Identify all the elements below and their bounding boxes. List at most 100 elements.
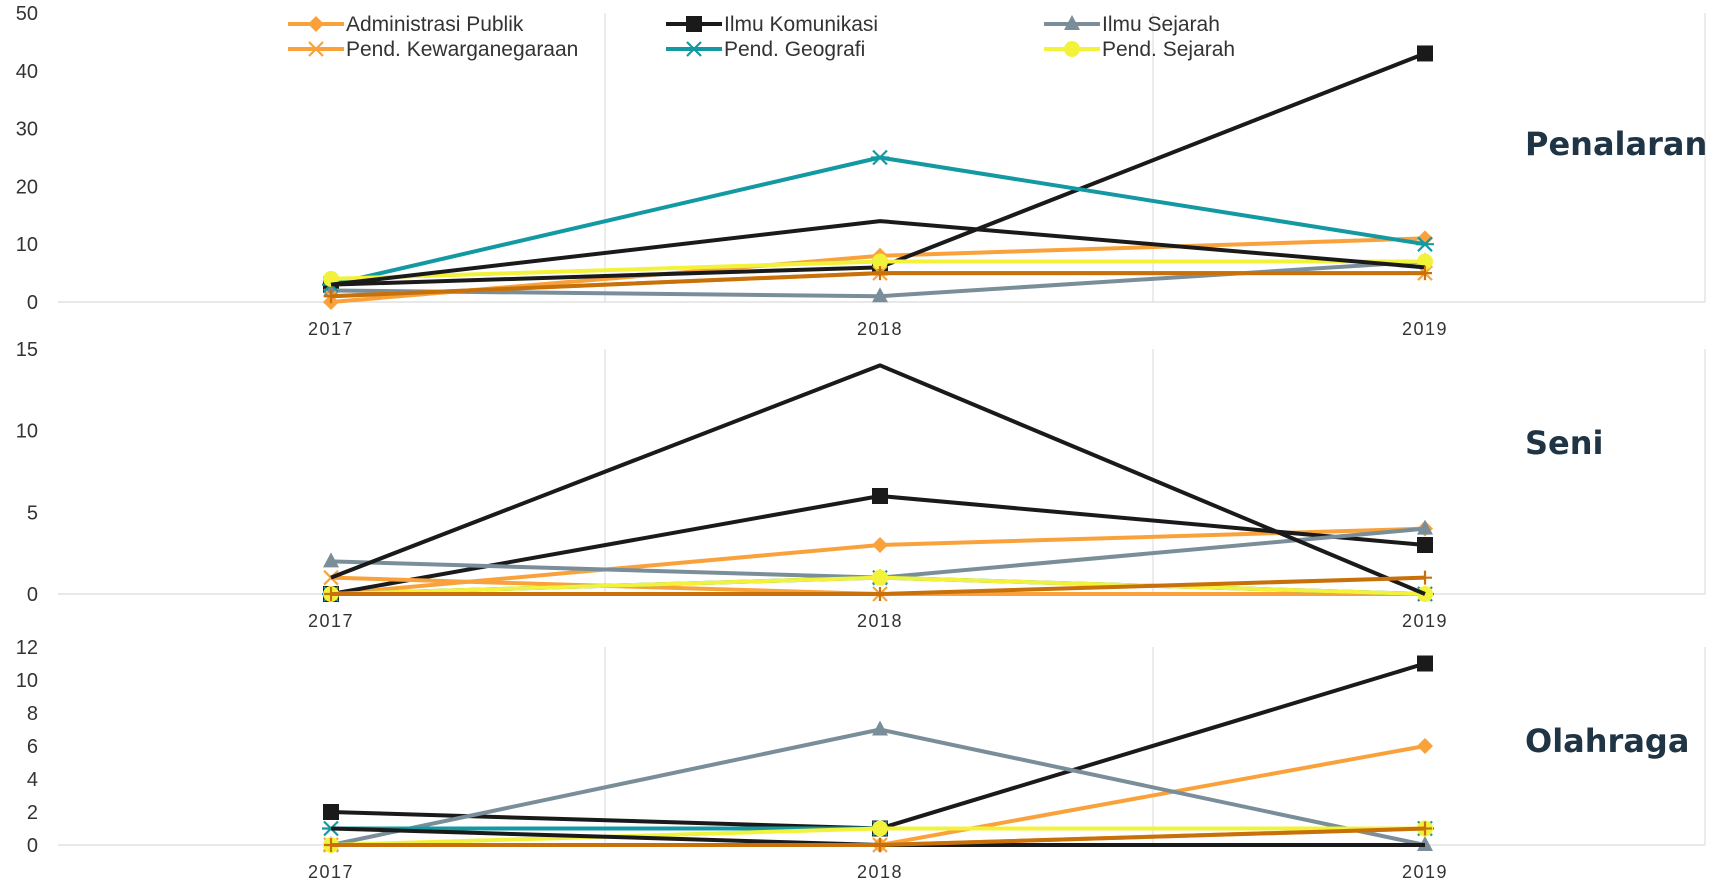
panel-1-series-7-point-0-shape bbox=[324, 587, 338, 601]
panel-2-series-7-point-0-shape bbox=[324, 838, 338, 852]
panel-2-series-7-point-1 bbox=[873, 838, 887, 852]
panel-0-series-7-point-1-shape bbox=[873, 266, 887, 281]
panel-0-x-tick-1: 2018 bbox=[857, 319, 903, 339]
legend: Administrasi Publik Ilmu Komunikasi Ilmu S… bbox=[288, 13, 1235, 61]
panel-2-series-7-point-2-shape bbox=[1418, 821, 1432, 836]
legend-label-3: Pend. Kewarganegaraan bbox=[346, 38, 578, 61]
panel-1-series-1-point-2-shape bbox=[1417, 537, 1433, 553]
panel-0-series-7-point-0-shape bbox=[324, 289, 338, 304]
panel-0-series-7-point-2 bbox=[1418, 266, 1432, 281]
panel-1-series-3-point-0 bbox=[323, 569, 339, 586]
legend-marker-4 bbox=[685, 41, 703, 57]
panel-0-series-5-point-1 bbox=[872, 253, 888, 270]
panel-2-y-tick-0: 0 bbox=[27, 835, 38, 857]
panel-1-x-tick-2: 2019 bbox=[1402, 611, 1448, 631]
panel-1-series-1-point-1 bbox=[872, 488, 888, 504]
panel-1-series-7-point-1-shape bbox=[873, 587, 887, 601]
legend-marker-3-shape bbox=[308, 41, 324, 57]
panel-0-series-4-point-1 bbox=[871, 149, 889, 166]
panel-1-series-7-point-1 bbox=[873, 587, 887, 601]
panel-2-series-0-point-2 bbox=[1417, 738, 1433, 754]
panel-2-series-0-point-2-shape bbox=[1417, 738, 1433, 754]
panel-2-y-tick-2: 4 bbox=[27, 769, 38, 791]
panel-2-series-1-point-2 bbox=[1417, 655, 1433, 672]
panel-0-series-5-point-1-shape bbox=[872, 253, 888, 270]
legend-marker-2 bbox=[1064, 15, 1080, 30]
panel-2-series-7-point-1-shape bbox=[873, 838, 887, 852]
panel-2-series-2-point-1-shape bbox=[872, 720, 888, 736]
panel-0-series-4-point-1-shape bbox=[871, 149, 889, 166]
panel-2-y-tick-3: 6 bbox=[27, 736, 38, 758]
panel-2-series-7-point-0 bbox=[324, 838, 338, 852]
panel-1-y-tick-1: 5 bbox=[27, 502, 38, 524]
legend-marker-1-shape bbox=[686, 16, 702, 32]
legend-label-4: Pend. Geografi bbox=[724, 38, 865, 61]
panel-1-series-7-point-2-shape bbox=[1418, 570, 1432, 585]
panel-1-series-line-6 bbox=[330, 363, 1426, 596]
panel-0-title: Penalaran bbox=[1525, 125, 1707, 163]
panel-1-series-3-point-0-shape bbox=[323, 569, 339, 586]
legend-marker-2-shape bbox=[1064, 15, 1080, 30]
panel-0-y-tick-3: 30 bbox=[16, 119, 38, 141]
legend-marker-3 bbox=[308, 41, 324, 57]
panel-0: 0 10 20 30 40 50 2017 2018 2019 Penalaran bbox=[16, 3, 1708, 339]
panel-0-series-7-point-2-shape bbox=[1418, 266, 1432, 281]
panel-1: 0 5 10 15 2017 2018 2019 Seni bbox=[16, 339, 1706, 631]
legend-marker-5-shape bbox=[1064, 41, 1080, 57]
panel-1-series-1-point-1-shape bbox=[872, 488, 888, 504]
legend-label-5: Pend. Sejarah bbox=[1102, 38, 1235, 61]
panel-0-series-4-point-2 bbox=[1416, 236, 1434, 252]
panel-2-x-tick-1: 2018 bbox=[857, 862, 903, 881]
panel-2: 0 2 4 6 8 10 12 2017 2018 2019 Olahraga bbox=[16, 637, 1706, 881]
panel-2-series-7-point-2 bbox=[1418, 821, 1432, 836]
panel-2-series-1-point-0-shape bbox=[323, 804, 339, 820]
legend-label-0: Administrasi Publik bbox=[346, 13, 524, 36]
panel-0-series-7-point-0 bbox=[324, 289, 338, 304]
legend-label-1: Ilmu Komunikasi bbox=[724, 13, 878, 36]
panel-0-y-tick-0: 0 bbox=[27, 292, 38, 314]
panel-2-title: Olahraga bbox=[1525, 722, 1689, 760]
panel-0-series-1-point-2-shape bbox=[1417, 45, 1433, 62]
panel-1-x-tick-1: 2018 bbox=[857, 611, 903, 631]
legend-marker-0 bbox=[308, 16, 324, 32]
panel-1-series-7-point-0 bbox=[324, 587, 338, 601]
panel-2-x-tick-2: 2019 bbox=[1402, 862, 1448, 881]
panel-1-y-tick-0: 0 bbox=[27, 584, 38, 606]
panel-2-y-tick-4: 8 bbox=[27, 703, 38, 725]
panel-0-x-tick-0: 2017 bbox=[308, 319, 354, 339]
panel-2-y-tick-5: 10 bbox=[16, 670, 38, 692]
panel-2-series-5-point-1 bbox=[872, 820, 888, 837]
panel-1-y-tick-2: 10 bbox=[16, 421, 38, 443]
panel-2-series-1-point-0 bbox=[323, 804, 339, 820]
panel-2-y-tick-1: 2 bbox=[27, 802, 38, 824]
panel-2-series-2-point-1 bbox=[872, 720, 888, 736]
legend-label-2: Ilmu Sejarah bbox=[1102, 13, 1220, 36]
panel-0-series-1-point-2 bbox=[1417, 45, 1433, 62]
panel-0-series-7-point-1 bbox=[873, 266, 887, 281]
legend-marker-0-shape bbox=[308, 16, 324, 32]
panel-1-series-5-point-1-shape bbox=[872, 569, 888, 586]
panel-2-series-1-point-2-shape bbox=[1417, 655, 1433, 672]
panel-1-y-tick-3: 15 bbox=[16, 339, 38, 361]
panel-1-x-tick-0: 2017 bbox=[308, 611, 354, 631]
panel-1-series-2-point-0-shape bbox=[323, 552, 339, 568]
panel-1-series-7-point-2 bbox=[1418, 570, 1432, 585]
panel-0-y-tick-2: 20 bbox=[16, 176, 38, 198]
panel-1-title: Seni bbox=[1525, 424, 1604, 462]
panel-0-x-tick-2: 2019 bbox=[1402, 319, 1448, 339]
panel-0-series-2-point-1 bbox=[872, 287, 888, 303]
panel-0-series-4-point-2-shape bbox=[1416, 236, 1434, 252]
panel-0-y-tick-1: 10 bbox=[16, 234, 38, 256]
panel-1-series-1-point-2 bbox=[1417, 537, 1433, 553]
panel-1-series-2-point-0 bbox=[323, 552, 339, 568]
panel-0-series-line-6 bbox=[330, 219, 1426, 287]
panel-2-series-line-1 bbox=[330, 661, 1426, 831]
panel-1-series-2-point-2-shape bbox=[1417, 519, 1433, 535]
panel-1-series-0-point-1 bbox=[872, 537, 888, 553]
panel-2-y-tick-6: 12 bbox=[16, 637, 38, 659]
legend-marker-1 bbox=[686, 16, 702, 32]
panel-2-series-5-point-1-shape bbox=[872, 820, 888, 837]
panel-0-y-tick-5: 50 bbox=[16, 3, 38, 25]
legend-marker-5 bbox=[1064, 41, 1080, 57]
